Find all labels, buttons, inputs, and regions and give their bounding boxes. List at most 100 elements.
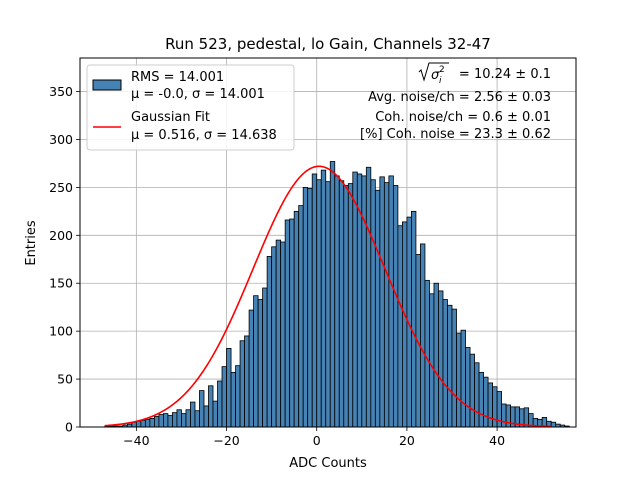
histogram-bar	[352, 171, 358, 428]
histogram-bar	[411, 210, 417, 428]
histogram-bar	[199, 390, 205, 428]
histogram-bar	[374, 189, 381, 428]
histogram-bar	[293, 210, 300, 428]
y-tick-label: 300	[49, 132, 73, 147]
chart-title: Run 523, pedestal, lo Gain, Channels 32-…	[165, 35, 491, 53]
histogram-bar	[298, 205, 304, 428]
histogram-bar	[460, 329, 466, 428]
histogram-bar	[271, 246, 277, 428]
histogram-bar	[338, 180, 345, 428]
x-tick-label: −20	[213, 433, 239, 448]
histogram-bar	[217, 380, 223, 428]
histogram-bar	[438, 290, 444, 428]
histogram-bar	[158, 414, 164, 428]
histogram-bar	[451, 308, 457, 428]
y-tick-label: 200	[49, 228, 73, 243]
bars	[104, 161, 570, 428]
histogram-bar	[235, 365, 241, 428]
histogram-bar	[140, 419, 146, 428]
histogram-bar	[361, 175, 367, 428]
histogram-bar	[176, 409, 182, 428]
histogram-bar	[347, 183, 354, 428]
sqrt-subscript: i	[439, 76, 442, 86]
histogram-bar	[365, 166, 372, 428]
histogram-bar	[483, 376, 489, 428]
histogram-bar	[253, 295, 259, 428]
histogram-bar	[208, 385, 214, 428]
histogram-bar	[334, 175, 340, 428]
histogram-bar	[203, 405, 209, 428]
histogram-bar	[478, 371, 484, 428]
histogram-bar	[501, 403, 507, 428]
legend-box	[86, 64, 295, 151]
annotation-sqrt: σ 2 i = 10.24 ± 0.1	[418, 62, 551, 86]
y-tick-label: 150	[49, 276, 73, 291]
histogram-bar	[343, 185, 349, 428]
x-tick-label: 20	[399, 433, 415, 448]
histogram-bar	[383, 182, 390, 428]
histogram-bar	[153, 416, 160, 428]
histogram-bar	[325, 181, 331, 428]
histogram-bar	[230, 371, 236, 428]
y-axis-ticks: 0 50 100 150 200 250 300 350	[49, 84, 80, 435]
histogram-bar	[370, 179, 376, 428]
gaussian-fit-curve	[104, 165, 552, 428]
legend: RMS = 14.001 μ = -0.0, σ = 14.001 Gaussi…	[86, 64, 295, 151]
histogram-bar	[442, 299, 448, 428]
sqrt-superscript: 2	[439, 65, 445, 75]
histogram-bar	[144, 418, 151, 428]
legend-entry-rms-stats: μ = -0.0, σ = 14.001	[131, 87, 265, 102]
histogram-bar	[172, 412, 178, 428]
y-tick-label: 0	[65, 420, 73, 435]
histogram-bar	[284, 219, 291, 428]
histogram-bar	[433, 282, 439, 428]
histogram-bar	[167, 415, 173, 428]
histogram-bar	[320, 169, 327, 428]
histogram-bar	[190, 401, 196, 428]
x-axis-label: ADC Counts	[289, 456, 367, 471]
histogram-bar	[311, 173, 318, 428]
histogram-bar	[244, 335, 250, 428]
histogram-bar	[401, 221, 408, 428]
histogram-bar	[492, 386, 498, 428]
histogram-bar	[262, 287, 268, 428]
histogram-bar	[275, 239, 282, 428]
y-tick-label: 100	[49, 324, 73, 339]
histogram-bar	[212, 400, 218, 428]
histogram-bar	[194, 410, 200, 428]
legend-entry-rms: RMS = 14.001	[131, 70, 224, 85]
histogram-bar	[302, 186, 309, 428]
histogram-bar	[456, 332, 462, 428]
y-tick-label: 50	[57, 372, 73, 387]
x-tick-label: 40	[489, 433, 505, 448]
histogram-bar	[221, 366, 227, 428]
y-tick-label: 350	[49, 84, 73, 99]
histogram-bar	[397, 225, 403, 428]
sqrt-sigma: σ	[431, 68, 440, 83]
legend-patch-swatch	[92, 79, 122, 91]
histogram-bar	[181, 413, 187, 428]
histogram-bar	[469, 353, 475, 428]
histogram-bar	[523, 407, 530, 428]
annotation-sqrt-value: = 10.24 ± 0.1	[459, 67, 551, 82]
annotation-avg-noise: Avg. noise/ch = 2.56 ± 0.03	[368, 90, 551, 105]
x-tick-label: 0	[313, 433, 321, 448]
histogram-bar	[465, 347, 471, 428]
sqrt-symbol	[418, 62, 449, 82]
histogram-bar	[316, 179, 322, 428]
histogram-bar	[487, 382, 493, 428]
histogram-bar	[420, 243, 426, 428]
annotation-coh-noise: Coh. noise/ch = 0.6 ± 0.01	[375, 110, 551, 125]
histogram-bar	[226, 348, 232, 428]
histogram-bar	[550, 421, 557, 428]
histogram-bar	[447, 304, 453, 428]
histogram-bar	[289, 218, 295, 428]
y-tick-label: 250	[49, 180, 73, 195]
histogram-bar	[257, 299, 264, 428]
annotation-coh-percent: [%] Coh. noise = 23.3 ± 0.62	[360, 127, 551, 142]
histogram-bar	[163, 413, 169, 428]
histogram-bar	[424, 279, 430, 428]
legend-entry-fit: Gaussian Fit	[131, 110, 210, 125]
legend-entry-fit-stats: μ = 0.516, σ = 14.638	[131, 128, 277, 143]
